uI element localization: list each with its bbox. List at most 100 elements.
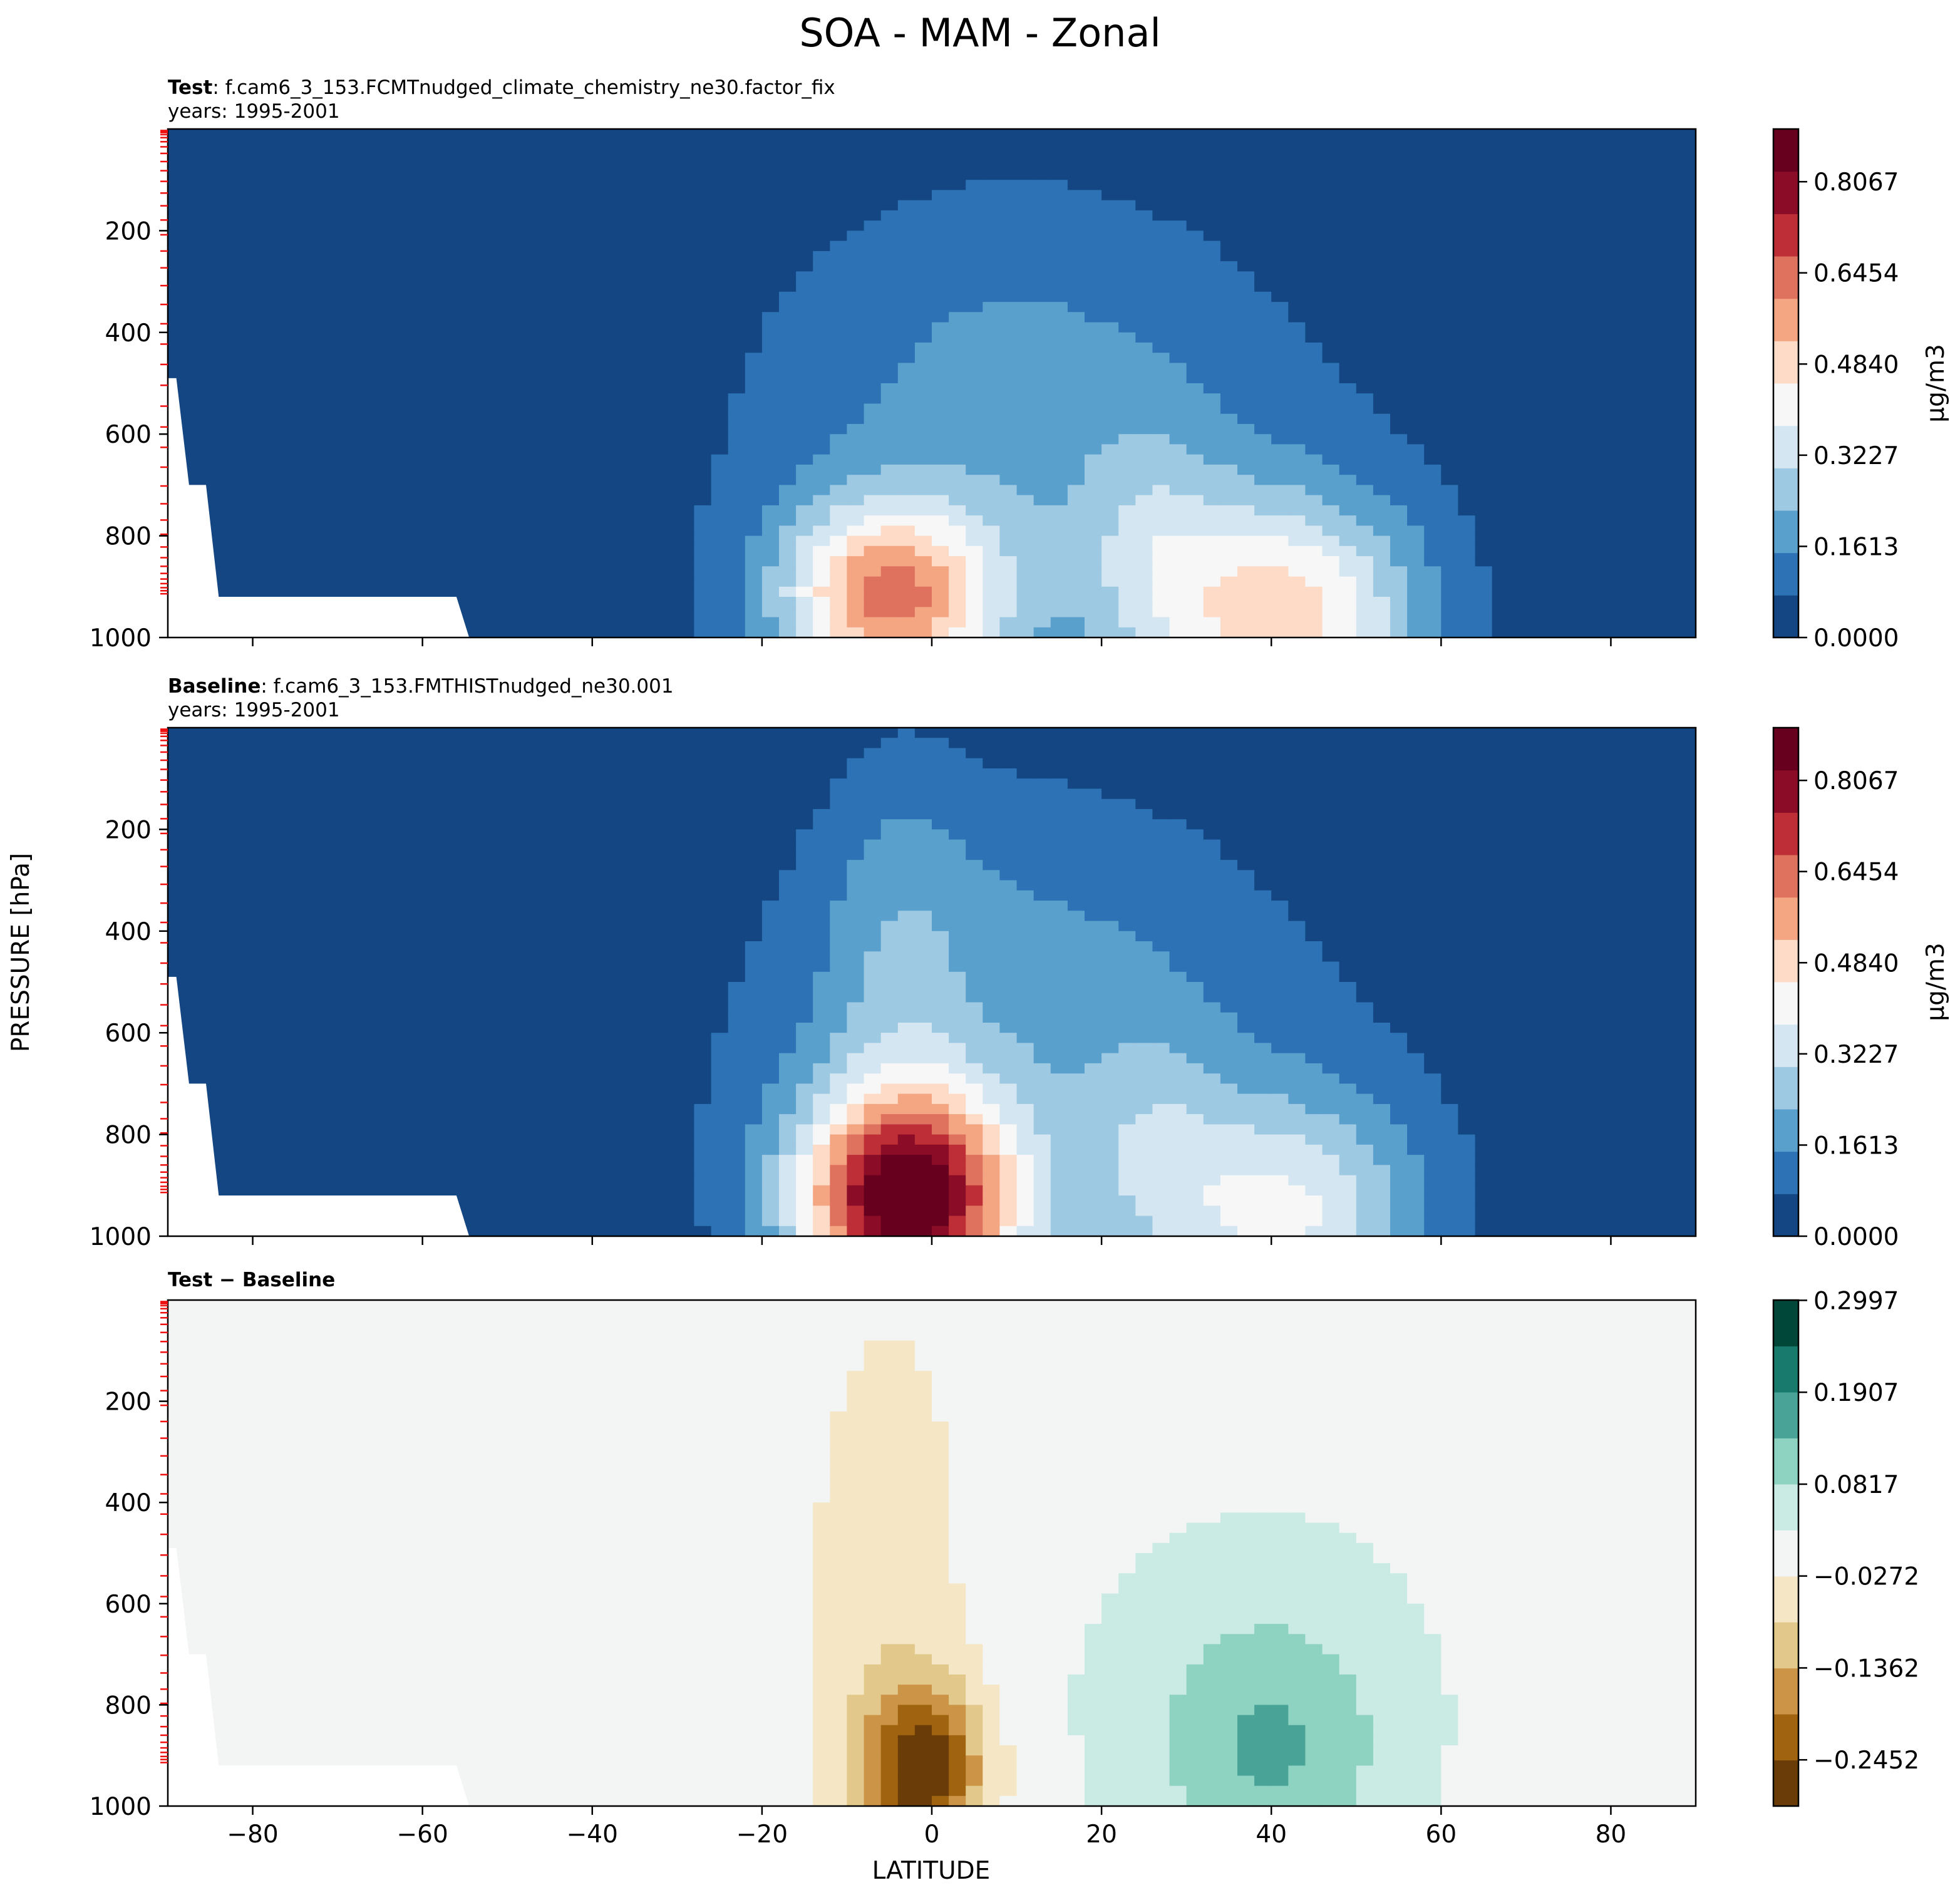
field-cell: [1085, 129, 1102, 140]
field-cell: [745, 413, 763, 425]
field-cell: [728, 403, 746, 415]
field-cell: [1152, 291, 1170, 302]
field-cell: [558, 373, 576, 384]
field-cell: [202, 312, 220, 323]
field-cell: [1118, 464, 1137, 475]
field-cell: [660, 210, 678, 221]
field-cell: [235, 860, 254, 871]
field-cell: [338, 281, 355, 292]
field-cell: [1560, 556, 1577, 567]
field-cell: [1186, 261, 1204, 272]
field-cell: [847, 220, 865, 232]
field-cell: [388, 159, 406, 170]
field-cell: [1525, 403, 1544, 415]
field-cell: [473, 220, 491, 232]
field-cell: [1067, 424, 1085, 435]
field-cell: [1373, 627, 1391, 638]
field-cell: [252, 464, 271, 475]
field-cell: [1577, 210, 1595, 221]
field-cell: [1203, 566, 1221, 577]
field-cell: [286, 383, 304, 394]
field-cell: [1322, 240, 1340, 252]
field-cell: [1390, 210, 1408, 221]
field-cell: [354, 525, 373, 537]
field-cell: [405, 230, 423, 242]
field-cell: [388, 149, 406, 160]
field-cell: [473, 353, 491, 364]
field-cell: [1271, 271, 1289, 282]
field-cell: [1118, 363, 1137, 374]
field-cell: [761, 495, 780, 506]
field-cell: [1050, 261, 1068, 272]
field-cell: [779, 322, 797, 333]
field-cell: [966, 332, 984, 343]
field-cell: [439, 170, 457, 180]
field-cell: [1441, 363, 1459, 374]
field-cell: [1067, 566, 1085, 577]
field-cell: [354, 373, 373, 384]
field-cell: [1356, 525, 1374, 537]
field-cell: [524, 240, 542, 252]
field-cell: [252, 545, 271, 557]
field-cell: [524, 149, 542, 160]
field-cell: [1033, 353, 1051, 364]
field-cell: [219, 1124, 237, 1135]
field-cell: [1627, 444, 1646, 455]
field-cell: [1356, 190, 1374, 201]
field-cell: [694, 475, 712, 486]
field-cell: [269, 1023, 287, 1033]
field-cell: [1458, 424, 1476, 435]
field-cell: [439, 312, 457, 323]
field-cell: [371, 291, 389, 302]
field-cell: [1152, 495, 1170, 506]
field-cell: [1424, 363, 1442, 374]
field-cell: [1016, 475, 1034, 486]
field-cell: [983, 525, 1001, 537]
field-cell: [830, 515, 848, 527]
field-cell: [1220, 464, 1238, 475]
field-cell: [422, 363, 440, 374]
field-cell: [202, 363, 220, 374]
field-cell: [439, 149, 457, 160]
field-cell: [761, 515, 780, 527]
field-cell: [1050, 240, 1068, 252]
field-cell: [745, 291, 763, 302]
field-cell: [219, 535, 237, 547]
field-cell: [796, 556, 813, 567]
field-cell: [813, 322, 831, 333]
field-cell: [966, 210, 984, 221]
field-cell: [796, 403, 813, 415]
field-cell: [1407, 170, 1425, 180]
field-cell: [1560, 586, 1577, 597]
field-cell: [1033, 383, 1051, 394]
field-cell: [728, 302, 746, 313]
field-cell: [1339, 535, 1357, 547]
field-cell: [321, 261, 338, 272]
field-cell: [1525, 271, 1544, 282]
field-cell: [1356, 353, 1374, 364]
field-cell: [1169, 139, 1187, 150]
field-cell: [286, 778, 304, 790]
field-cell: [761, 343, 780, 353]
field-cell: [1186, 607, 1204, 618]
field-cell: [1322, 291, 1340, 302]
field-cell: [286, 1124, 304, 1135]
field-cell: [1577, 566, 1595, 577]
field-cell: [1033, 556, 1051, 567]
field-cell: [321, 444, 338, 455]
field-cell: [1085, 353, 1102, 364]
field-cell: [1067, 485, 1085, 496]
field-cell: [269, 403, 287, 415]
field-cell: [286, 1103, 304, 1115]
field-cell: [1543, 281, 1560, 292]
field-cell: [269, 1073, 287, 1085]
field-cell: [728, 434, 746, 445]
field-cell: [405, 424, 423, 435]
field-cell: [1543, 424, 1560, 435]
field-cell: [524, 607, 542, 618]
field-cell: [286, 495, 304, 506]
field-cell: [1525, 434, 1544, 445]
field-cell: [1067, 556, 1085, 567]
field-cell: [252, 1175, 271, 1186]
field-cell: [609, 403, 627, 415]
